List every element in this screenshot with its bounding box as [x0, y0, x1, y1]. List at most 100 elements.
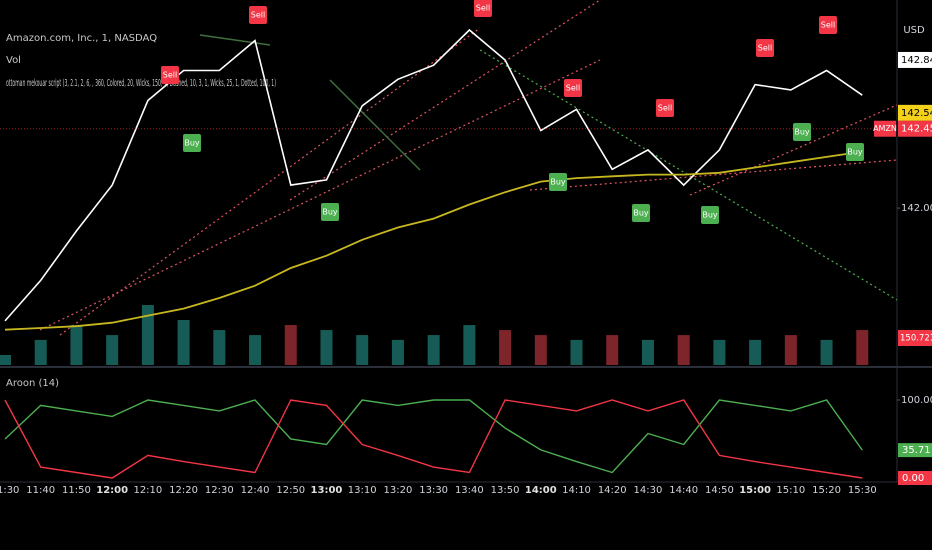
signal-badge — [701, 206, 719, 224]
volume-bar — [177, 320, 190, 365]
signal-badge — [249, 6, 267, 24]
signal-label: Buy — [322, 208, 338, 217]
x-tick-label: 12:40 — [241, 485, 270, 496]
x-tick-label: 12:50 — [276, 485, 305, 496]
volume-bar — [499, 330, 512, 365]
price-line — [4, 28, 863, 322]
signal-badge — [474, 0, 492, 17]
aroon-line — [4, 399, 863, 474]
volume-bar — [141, 304, 154, 365]
x-tick-label: 14:10 — [562, 485, 591, 496]
x-tick-label: 12:30 — [205, 485, 234, 496]
aroon-tag — [898, 443, 932, 458]
signal-label: Buy — [184, 139, 200, 148]
chart-title: Amazon.com, Inc., 1, NASDAQ — [6, 33, 157, 44]
x-tick-label: 13:40 — [455, 485, 484, 496]
x-tick-label: 14:50 — [705, 485, 734, 496]
x-tick-label: 11:40 — [26, 485, 55, 496]
symbol-tag-label: AMZN — [873, 124, 897, 133]
trend-line — [59, 27, 481, 336]
volume-bar — [749, 339, 762, 365]
signal-label: Sell — [658, 104, 672, 113]
volume-tag — [898, 329, 932, 346]
moving-average-line — [4, 150, 863, 331]
trend-line — [529, 159, 898, 191]
x-tick-label: 13:20 — [384, 485, 413, 496]
volume-bar — [784, 335, 797, 365]
volume-bar — [820, 339, 833, 365]
signal-label: Buy — [794, 128, 810, 137]
price-tag-label: 142.84 — [901, 55, 932, 66]
x-tick-label: 13:10 — [348, 485, 377, 496]
signal-label: Sell — [251, 11, 265, 20]
volume-bar — [249, 335, 262, 365]
aroon-tag-label: 35.71 — [902, 445, 931, 456]
price-tag — [898, 51, 932, 68]
volume-bar — [641, 339, 654, 365]
signal-label: Sell — [566, 84, 580, 93]
x-tick-label: 12:10 — [133, 485, 162, 496]
volume-bar — [34, 339, 47, 365]
signal-badge — [656, 99, 674, 117]
volume-bar — [606, 335, 619, 365]
indicator-label: Vol — [6, 55, 21, 66]
volume-bar — [570, 339, 583, 365]
x-tick-label: 14:40 — [669, 485, 698, 496]
aroon-line — [4, 399, 863, 479]
x-tick-label: 13:50 — [491, 485, 520, 496]
price-tag — [898, 104, 932, 121]
x-tick-label: 11:30 — [0, 485, 19, 496]
trend-line — [479, 49, 898, 301]
symbol-tag — [874, 120, 896, 137]
signal-label: Buy — [702, 211, 718, 220]
volume-bar — [463, 325, 476, 365]
indicator-label: ottoman mekouar script (3, 2.1, 2, 6, , … — [6, 78, 276, 89]
volume-bar — [213, 330, 226, 365]
signal-badge — [321, 203, 339, 221]
volume-bar — [70, 325, 83, 365]
trend-line — [39, 59, 601, 331]
signal-badge — [549, 173, 567, 191]
x-tick-label: 15:00 — [739, 485, 771, 496]
volume-bar — [856, 330, 869, 365]
y-tick-label: 100.00 — [901, 395, 932, 406]
x-tick-label: 15:20 — [812, 485, 841, 496]
x-tick-label: 15:30 — [848, 485, 877, 496]
trend-line — [289, 0, 601, 201]
volume-bar — [106, 335, 119, 365]
signal-badge — [564, 79, 582, 97]
signal-label: Buy — [847, 148, 863, 157]
x-tick-label: 13:30 — [419, 485, 448, 496]
signal-badge — [846, 143, 864, 161]
aroon-tag-label: 0.00 — [902, 473, 924, 484]
x-tick-label: 13:00 — [311, 485, 343, 496]
signal-label: Sell — [821, 21, 835, 30]
trend-line — [329, 79, 421, 171]
aroon-tag — [898, 470, 932, 485]
signal-label: Buy — [550, 178, 566, 187]
signal-badge — [632, 204, 650, 222]
signal-badge — [183, 134, 201, 152]
x-tick-label: 11:50 — [62, 485, 91, 496]
signal-badge — [161, 66, 179, 84]
volume-tag-label: 150.721K — [900, 333, 932, 343]
x-tick-label: 14:20 — [598, 485, 627, 496]
indicator-label: Aroon (14) — [6, 378, 59, 389]
volume-bar — [427, 335, 440, 365]
x-tick-label: 14:30 — [634, 485, 663, 496]
volume-bar — [534, 335, 547, 365]
y-tick-label: 142.00 — [901, 203, 932, 214]
signal-badge — [819, 16, 837, 34]
volume-bar — [284, 325, 297, 365]
volume-bar — [677, 335, 690, 365]
signal-label: Buy — [633, 209, 649, 218]
signal-label: Sell — [476, 4, 490, 13]
volume-bar — [391, 339, 404, 365]
volume-bar — [0, 354, 11, 365]
x-tick-label: 12:20 — [169, 485, 198, 496]
x-tick-label: 14:00 — [525, 485, 557, 496]
signal-badge — [793, 123, 811, 141]
trend-line — [199, 34, 271, 46]
x-tick-label: 15:10 — [776, 485, 805, 496]
